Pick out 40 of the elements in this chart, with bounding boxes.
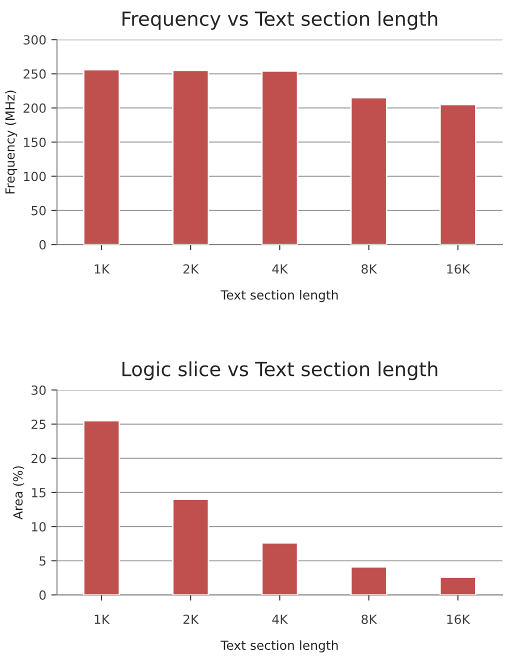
y-tick-label: 250 [24, 69, 46, 79]
y-tick-label: 30 [32, 385, 46, 395]
y-tick-label: 25 [32, 420, 46, 430]
bar [261, 542, 298, 595]
x-tick-label: 2K [183, 614, 199, 624]
chart-title: Logic slice vs Text section length [122, 361, 438, 380]
bar [439, 576, 476, 595]
y-tick-label: 100 [24, 172, 46, 182]
y-tick-label: 300 [24, 35, 46, 45]
x-tick-label: 8K [362, 264, 378, 274]
bar [172, 498, 210, 595]
y-tick-label: 20 [32, 454, 46, 464]
bar [261, 70, 298, 245]
x-tick-label: 16K [447, 614, 470, 624]
y-tick-label: 10 [32, 522, 46, 532]
x-tick-label: 1K [94, 614, 110, 624]
x-tick-label: 4K [272, 614, 288, 624]
y-axis-title: Area (%) [13, 466, 24, 520]
bar [350, 566, 388, 595]
y-axis-title: Frequency (MHz) [5, 90, 18, 194]
bar [172, 70, 210, 245]
y-tick-label: 15 [32, 488, 46, 498]
bar [350, 97, 388, 245]
y-tick-label: 5 [40, 556, 46, 566]
x-axis-title: Text section length [220, 640, 338, 652]
bar [83, 69, 120, 245]
y-tick-label: 0 [39, 590, 46, 600]
x-tick-label: 16K [447, 264, 470, 274]
y-tick-label: 200 [24, 103, 46, 113]
bar [83, 420, 120, 595]
x-tick-label: 4K [272, 264, 288, 274]
chart-title: Frequency vs Text section length [122, 10, 438, 30]
bar [439, 104, 476, 245]
y-tick-label: 0 [39, 240, 46, 250]
y-tick-label: 150 [24, 138, 46, 148]
x-tick-label: 8K [362, 614, 378, 624]
x-axis-title: Text section length [220, 290, 338, 302]
y-tick-label: 50 [32, 206, 46, 216]
x-tick-label: 1K [94, 264, 110, 274]
x-tick-label: 2K [183, 264, 199, 274]
